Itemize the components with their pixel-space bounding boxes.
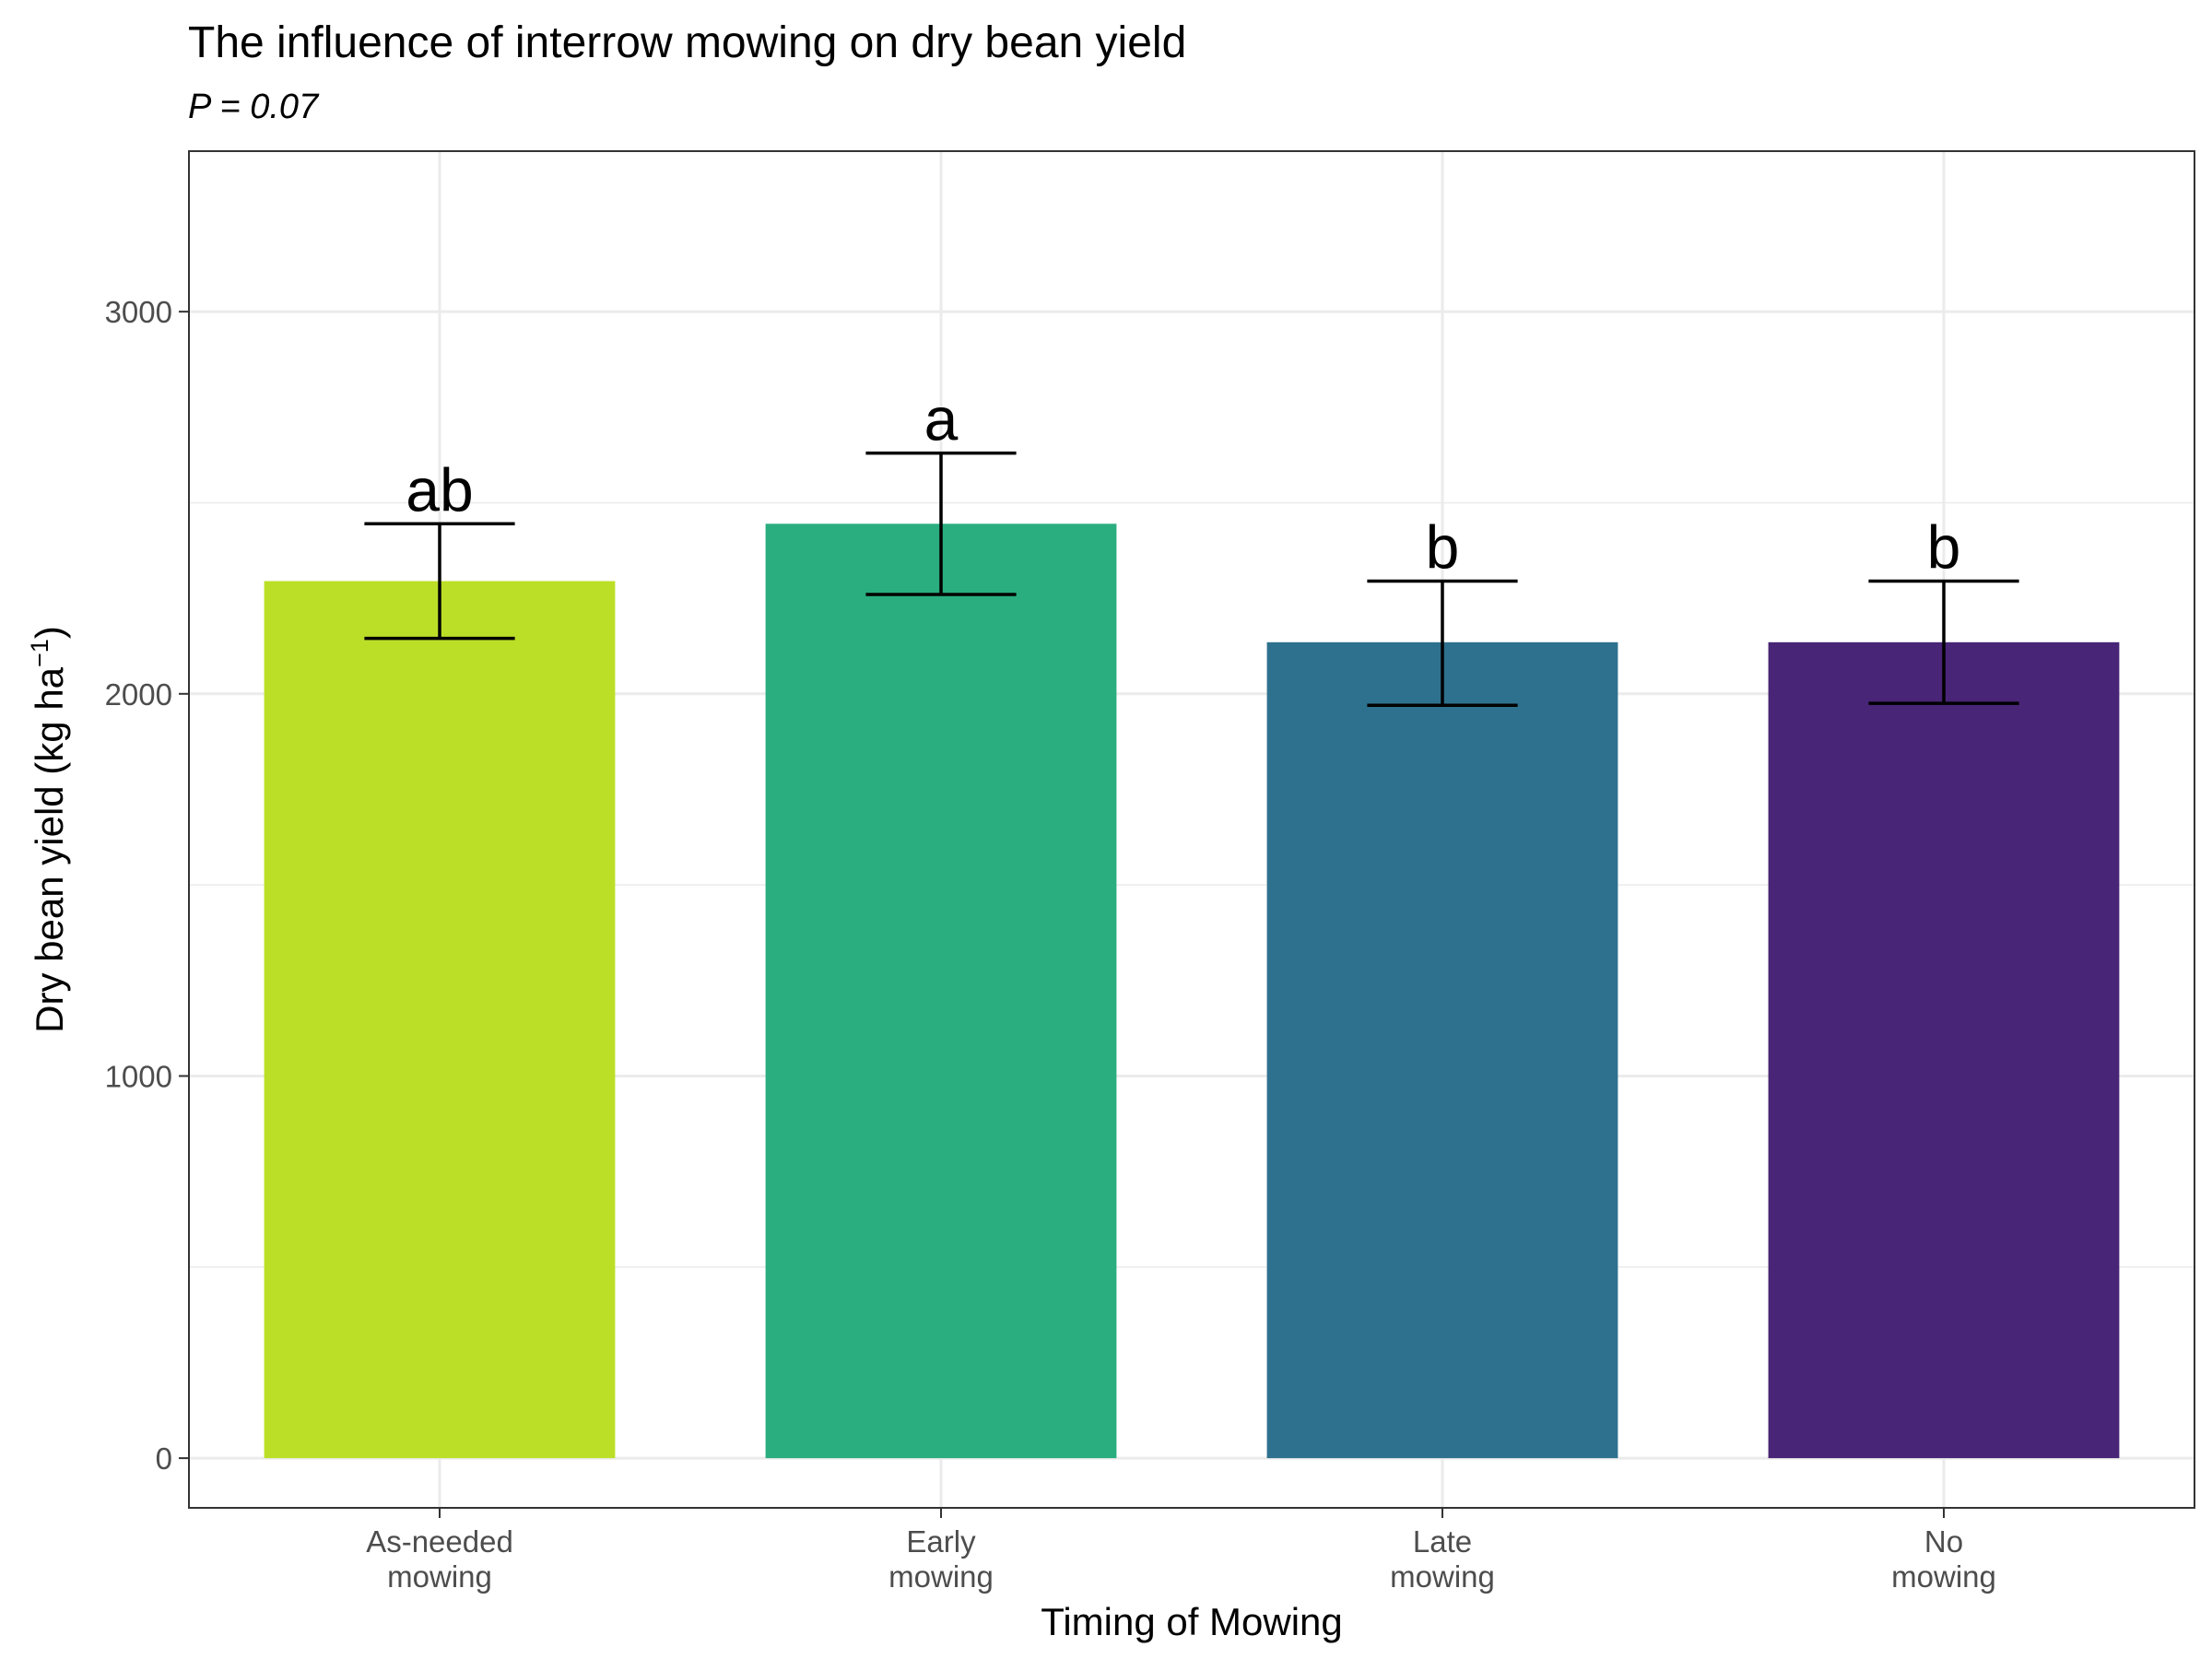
significance-letter: b [1927, 512, 1961, 581]
significance-letter: b [1426, 512, 1460, 581]
error-bar [1367, 579, 1518, 707]
chart-title: The influence of interrow mowing on dry … [188, 18, 1186, 67]
significance-letter: a [924, 385, 959, 453]
bar [765, 524, 1117, 1459]
y-tick-label: 3000 [105, 295, 172, 329]
error-bar [364, 522, 515, 641]
x-tick-label-line: As-needed [366, 1524, 513, 1559]
x-tick-label-line: mowing [888, 1559, 994, 1594]
x-tick-label: As-needed mowing [366, 1524, 513, 1594]
chart-subtitle: P = 0.07 [188, 88, 320, 126]
y-axis-title-close: ) [28, 626, 71, 639]
x-tick-label: Early mowing [888, 1524, 994, 1594]
error-bars [364, 451, 2019, 707]
panel-border [188, 150, 2195, 1509]
error-bar [1868, 579, 2019, 705]
x-axis-title: Timing of Mowing [1041, 1600, 1343, 1643]
y-axis-title-text: Dry bean yield (kg ha [28, 666, 71, 1033]
bar [1266, 641, 1618, 1459]
y-tick-label: 1000 [105, 1059, 172, 1093]
bar [1768, 641, 2120, 1459]
x-tick-label-line: mowing [387, 1559, 492, 1594]
x-tick-label: Late mowing [1390, 1524, 1495, 1594]
y-axis-title: Dry bean yield (kg ha−1) [26, 626, 71, 1033]
y-tick-label: 0 [156, 1441, 172, 1476]
x-tick-label-line: No [1924, 1524, 1963, 1559]
y-axis-title-superscript: −1 [26, 639, 53, 667]
x-tick-label-line: mowing [1390, 1559, 1495, 1594]
bar [264, 581, 616, 1459]
bars [264, 524, 2120, 1459]
y-tick-label: 2000 [105, 677, 172, 712]
x-tick-label: No mowing [1891, 1524, 1996, 1594]
x-tick-label-line: Early [906, 1524, 976, 1559]
x-tick-label-line: mowing [1891, 1559, 1996, 1594]
y-axis: 0 1000 2000 3000 [105, 295, 189, 1476]
significance-letter: ab [406, 455, 473, 524]
error-bar [865, 451, 1017, 596]
x-tick-label-line: Late [1413, 1524, 1472, 1559]
